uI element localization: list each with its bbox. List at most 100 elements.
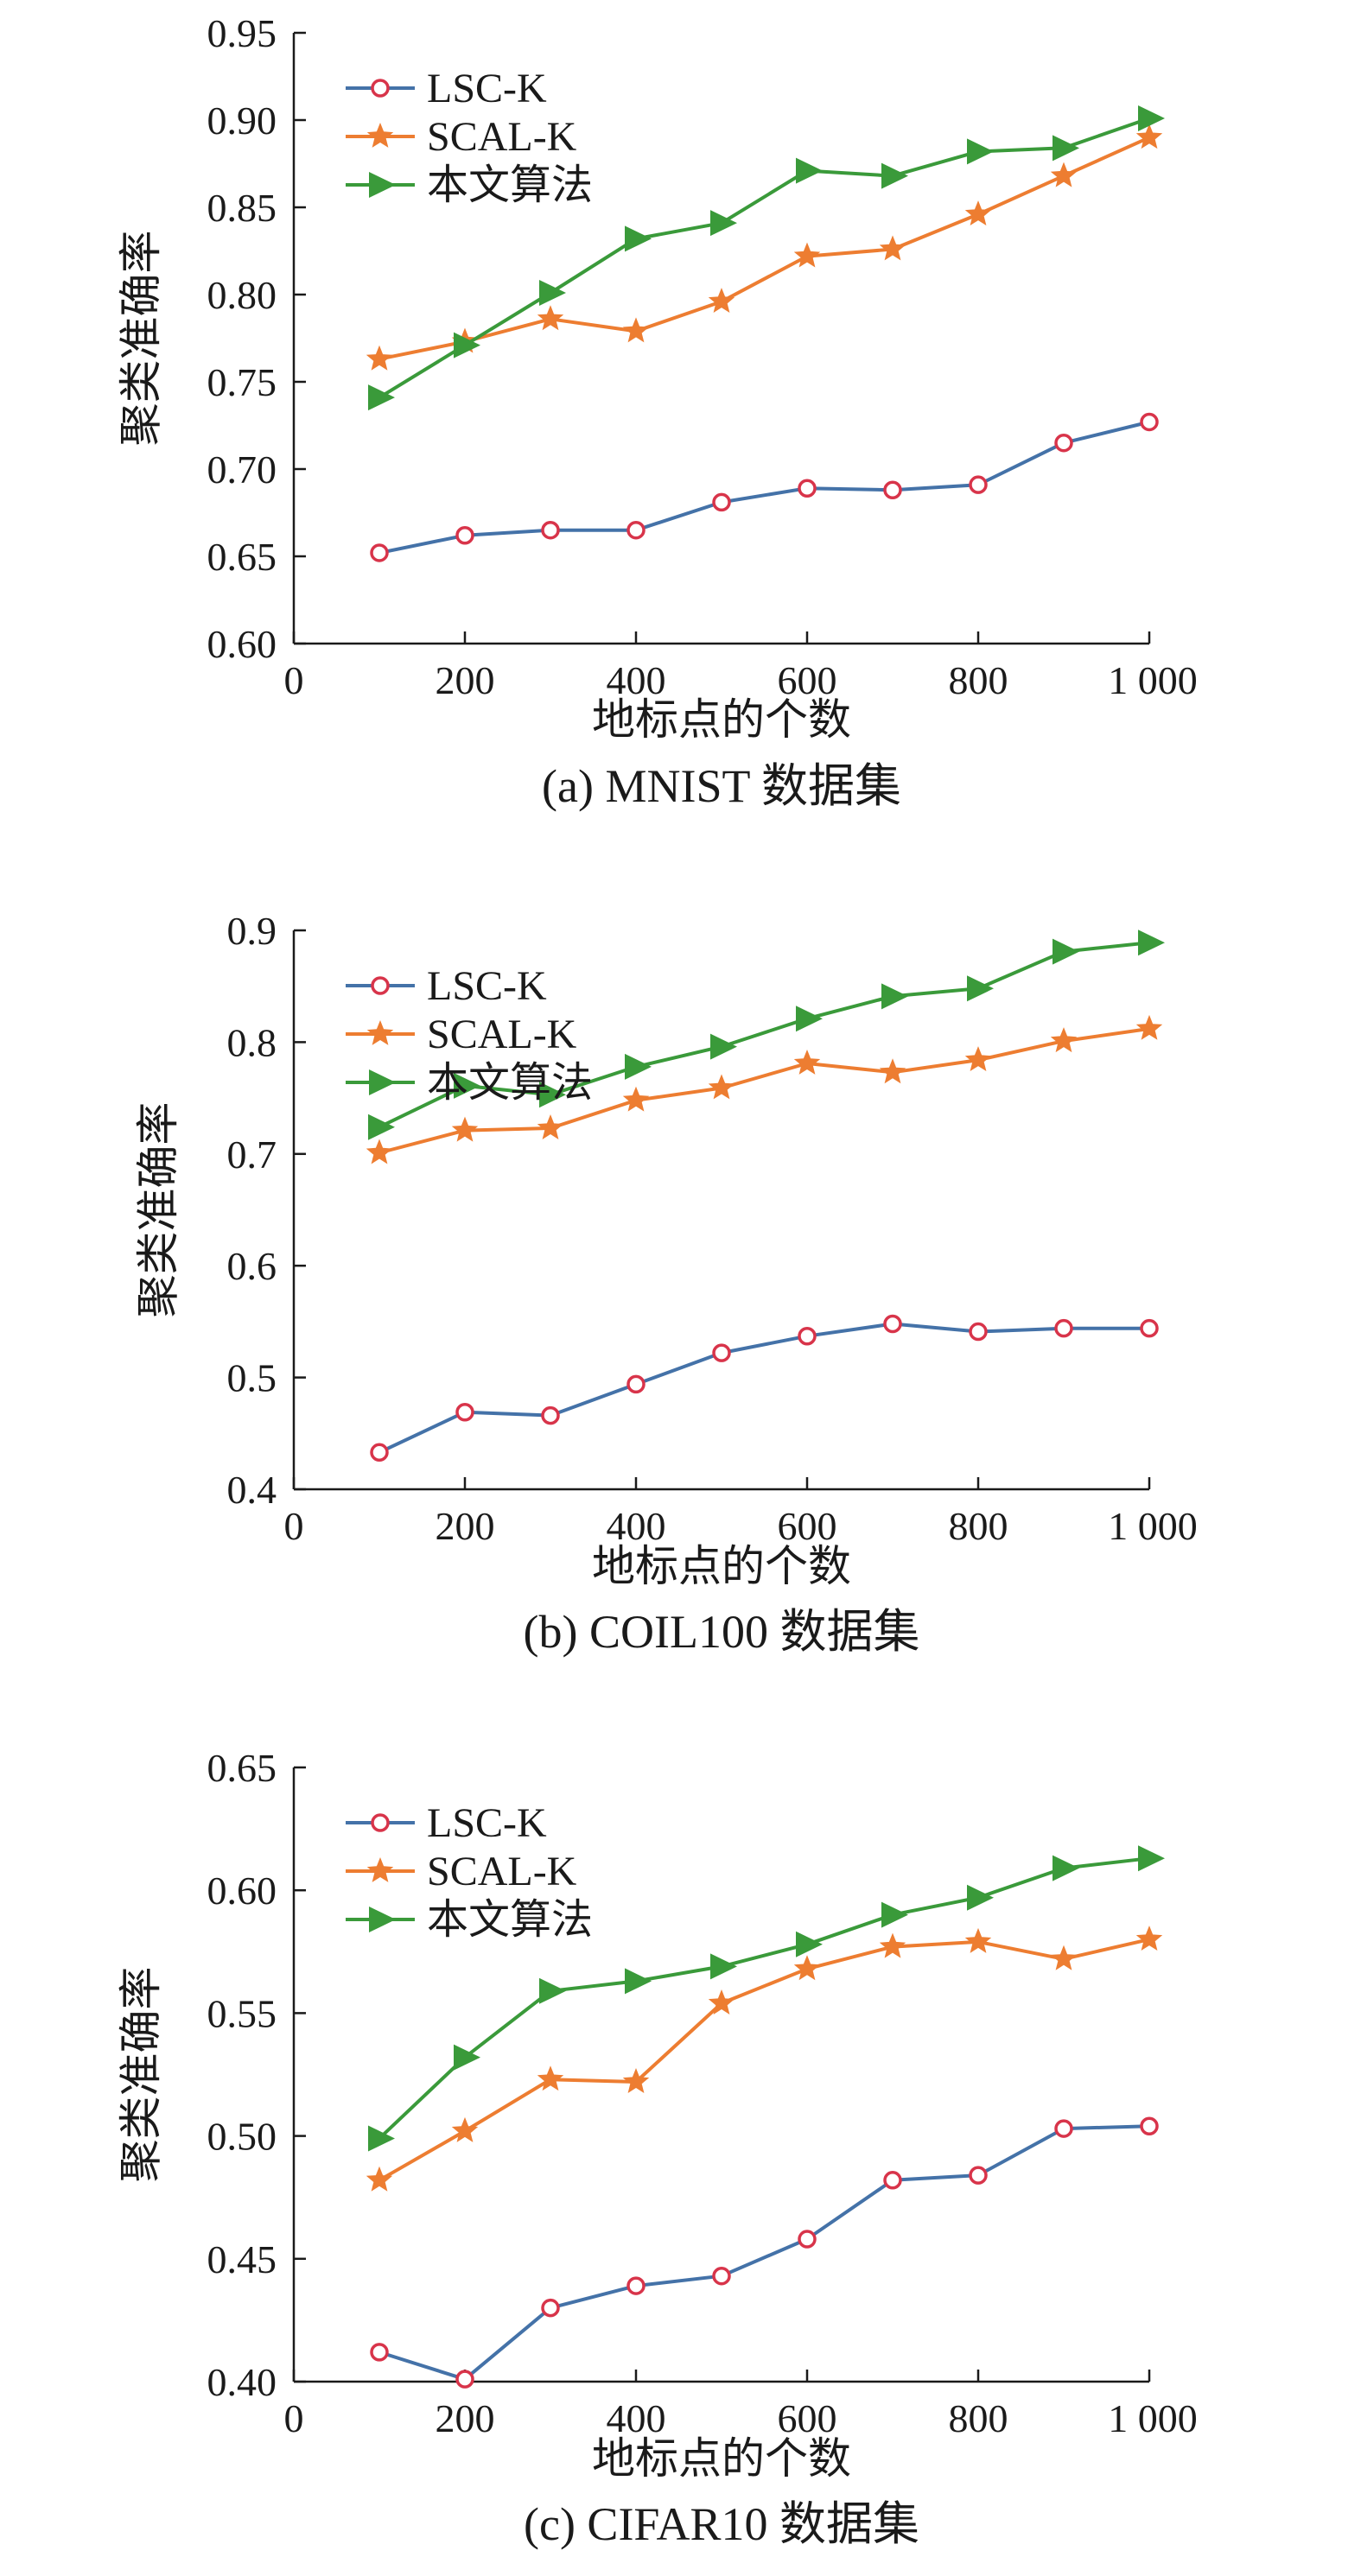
panel-caption: (c) CIFAR10 数据集 <box>524 2498 919 2550</box>
data-point <box>1140 1318 1159 1338</box>
data-point <box>625 1053 652 1080</box>
data-point <box>710 1033 737 1060</box>
legend-label: 本文算法 <box>427 1897 593 1943</box>
data-point <box>1054 1318 1073 1338</box>
data-point <box>964 1927 992 1953</box>
data-point <box>796 157 823 184</box>
data-point <box>622 317 650 343</box>
data-point <box>455 526 474 545</box>
data-point <box>541 1405 560 1425</box>
data-point <box>712 492 731 512</box>
series-ours <box>368 1845 1165 2152</box>
data-point <box>712 1343 731 1362</box>
data-point <box>793 1050 821 1075</box>
data-point <box>879 1058 906 1084</box>
data-point <box>710 1953 737 1980</box>
data-point <box>539 279 566 306</box>
data-point <box>796 1006 823 1032</box>
series-line <box>378 941 1150 1129</box>
data-point <box>537 305 564 331</box>
series-line <box>378 1938 1150 2182</box>
legend-label: SCAL-K <box>427 1849 577 1894</box>
data-point <box>539 1977 566 2004</box>
data-point <box>626 2276 646 2295</box>
x-tick-label: 800 <box>949 2396 1008 2440</box>
y-tick-label: 0.6 <box>227 1244 277 1288</box>
data-point <box>1138 930 1165 956</box>
data-point <box>708 1989 735 2014</box>
data-point <box>793 242 821 268</box>
data-point <box>1138 105 1165 131</box>
data-point <box>625 225 652 252</box>
data-point <box>366 345 393 371</box>
series-ours <box>368 930 1165 1140</box>
data-point <box>1054 2119 1073 2138</box>
data-point <box>967 975 994 1002</box>
data-point <box>793 1955 821 1981</box>
data-point <box>969 2166 988 2185</box>
y-tick-label: 0.65 <box>207 535 277 579</box>
data-point <box>368 1114 395 1140</box>
data-point <box>622 2068 650 2093</box>
series-lsc <box>370 412 1159 562</box>
data-point <box>1140 412 1159 432</box>
data-point <box>1053 1855 1079 1881</box>
data-point <box>964 200 992 225</box>
data-point <box>798 479 817 498</box>
legend-marker <box>371 79 390 98</box>
y-tick-label: 0.9 <box>227 909 277 953</box>
y-tick-label: 0.45 <box>207 2237 277 2281</box>
y-axis-label: 聚类准确率 <box>117 1967 165 2183</box>
legend-marker <box>371 976 390 995</box>
legend-label: LSC-K <box>427 1800 547 1846</box>
x-tick-label: 400 <box>607 1504 666 1548</box>
y-axis-label: 聚类准确率 <box>134 1102 182 1318</box>
x-tick-label: 200 <box>436 1504 495 1548</box>
data-point <box>964 1046 992 1071</box>
data-point <box>1135 1014 1163 1040</box>
data-point <box>708 288 735 313</box>
data-point <box>967 138 994 165</box>
series-line <box>378 1026 1150 1155</box>
data-point <box>969 475 988 494</box>
data-point <box>366 2166 393 2192</box>
data-point <box>883 1314 902 1334</box>
chart-panel-1: 0.60 0.65 0.70 0.75 0.80 0.85 0.90 0.95 0 200 400 6… <box>117 11 1198 812</box>
y-tick-label: 0.7 <box>227 1133 277 1177</box>
data-point <box>967 1884 994 1911</box>
data-point <box>798 1326 817 1346</box>
series-line <box>378 136 1150 361</box>
data-point <box>969 1322 988 1342</box>
legend-marker <box>366 123 394 148</box>
x-tick-label: 1 000 <box>1108 1504 1198 1548</box>
series-scal <box>366 1926 1163 2192</box>
data-point <box>455 2370 474 2389</box>
data-point <box>796 1931 823 1957</box>
data-point <box>368 2125 395 2152</box>
y-tick-label: 0.8 <box>227 1020 277 1064</box>
data-point <box>712 2266 731 2286</box>
data-point <box>1054 433 1073 453</box>
data-point <box>368 384 395 411</box>
data-point <box>883 480 902 499</box>
data-point <box>879 235 906 261</box>
x-axis-label: 地标点的个数 <box>592 1542 851 1590</box>
data-point <box>625 1968 652 1995</box>
x-tick-label: 0 <box>284 1504 304 1548</box>
data-point <box>370 1443 389 1462</box>
data-point <box>1138 1845 1165 1872</box>
data-point <box>370 543 389 562</box>
legend-marker <box>369 1069 396 1095</box>
x-tick-label: 1 000 <box>1108 2396 1198 2440</box>
series-lsc <box>370 1314 1159 1462</box>
data-point <box>798 2230 817 2249</box>
series-line <box>378 420 1150 555</box>
data-point <box>451 2116 479 2142</box>
data-point <box>537 1114 564 1139</box>
y-tick-label: 0.5 <box>227 1356 277 1400</box>
data-point <box>879 1932 906 1958</box>
x-tick-label: 800 <box>949 1504 1008 1548</box>
series-line <box>378 1856 1150 2140</box>
x-tick-label: 600 <box>778 658 837 702</box>
